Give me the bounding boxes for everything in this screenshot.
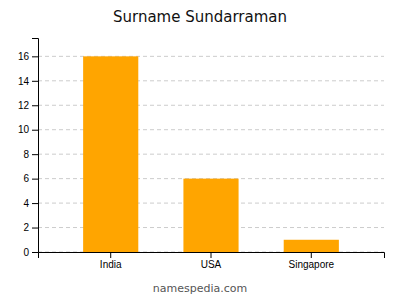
footer: namespedia.com (153, 282, 247, 295)
chart: 0 2 4 6 8 10 12 14 16 India USA Singapore Surname Su… (0, 0, 400, 300)
y-tick-label: 0 (23, 247, 29, 258)
y-tick-label: 10 (18, 124, 30, 135)
y-tick-mark (32, 228, 38, 229)
x-tick-mark (110, 252, 111, 258)
y-tick-mark (32, 81, 38, 82)
y-tick: 14 (18, 76, 38, 87)
y-tick: 2 (23, 222, 38, 233)
title: Surname Sundarraman (113, 8, 287, 26)
y-tick-label: 8 (23, 149, 29, 160)
plot: 0 2 4 6 8 10 12 14 16 India USA Singapore (18, 39, 385, 271)
y-tick: 8 (23, 149, 38, 160)
y-tick-label: 16 (18, 51, 30, 62)
y-tick-mark (32, 105, 38, 106)
y-tick: 16 (18, 51, 38, 62)
x-tick: USA (201, 252, 222, 270)
y-tick: 6 (23, 173, 38, 184)
y-tick-label: 14 (18, 76, 30, 87)
y-axis-line (32, 39, 39, 253)
y-tick-label: 12 (18, 100, 30, 111)
x-tick-mark (311, 252, 312, 258)
y-tick-label: 6 (23, 173, 29, 184)
y-tick: 4 (23, 198, 38, 209)
y-tick-mark (32, 154, 38, 155)
x-tick-label: USA (201, 259, 222, 270)
bars (83, 56, 339, 252)
y-axis: 0 2 4 6 8 10 12 14 16 (18, 39, 39, 258)
bar (83, 56, 138, 252)
y-tick-mark (32, 252, 38, 253)
bar (284, 240, 339, 252)
x-tick: India (100, 252, 122, 270)
y-tick-mark (32, 130, 38, 131)
x-tick-mark (211, 252, 212, 258)
y-tick-label: 4 (23, 198, 29, 209)
grid (38, 56, 384, 252)
x-axis-line (39, 253, 385, 259)
x-tick-label: Singapore (288, 259, 334, 270)
y-tick: 0 (23, 247, 38, 258)
y-tick: 12 (18, 100, 38, 111)
x-axis: India USA Singapore (39, 252, 385, 270)
x-tick: Singapore (288, 252, 334, 270)
y-tick-mark (32, 203, 38, 204)
y-tick-mark (32, 179, 38, 180)
bar (183, 179, 238, 252)
x-tick-label: India (100, 259, 122, 270)
y-tick-label: 2 (23, 222, 29, 233)
y-tick: 10 (18, 124, 38, 135)
y-tick-mark (32, 56, 38, 57)
